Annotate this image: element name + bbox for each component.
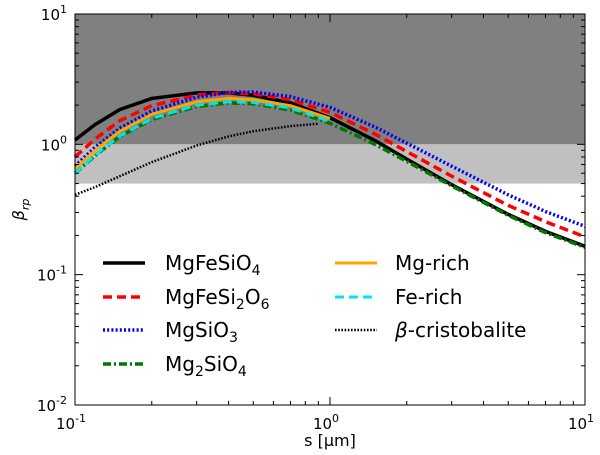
y-tick-label: 10-2: [37, 394, 67, 415]
series-line-MgSiO3: [73, 90, 586, 228]
x-tick-label: 10-1: [56, 412, 86, 433]
legend-label-Fe-rich: Fe-rich: [395, 285, 462, 309]
series-lines: [73, 90, 586, 250]
legend-label-Mg2SiO4: Mg2SiO4: [165, 352, 247, 380]
legend-label-MgSiO3: MgSiO3: [165, 318, 238, 346]
legend-label-MgFeSiO4: MgFeSiO4: [165, 251, 261, 279]
x-tick-label: 100: [313, 412, 339, 433]
series-line-Mg-rich: [73, 96, 331, 170]
legend-label-beta-cristobalite: β-cristobalite: [394, 318, 526, 342]
y-axis-label: βrp: [9, 199, 32, 222]
legend-label-MgFeSi2O6: MgFeSi2O6: [165, 285, 270, 313]
region-beta-0.5-to-1: [75, 144, 585, 184]
x-axis-label: s [μm]: [304, 431, 356, 450]
y-tick-label: 100: [41, 133, 67, 154]
legend: MgFeSiO4 MgFeSi2O6 MgSiO3 Mg2SiO4 Mg-rich Fe-…: [103, 251, 526, 380]
y-tick-label: 10-1: [37, 264, 67, 285]
y-tick-label: 101: [41, 3, 67, 24]
series-line-MgFeSi2O6: [73, 90, 586, 239]
x-tick-label: 101: [568, 412, 594, 433]
series-line-Fe-rich: [73, 100, 331, 175]
legend-label-Mg-rich: Mg-rich: [395, 251, 470, 275]
series-line-MgFeSiO4: [73, 91, 586, 248]
series-line-beta-cristobalite: [74, 122, 319, 196]
